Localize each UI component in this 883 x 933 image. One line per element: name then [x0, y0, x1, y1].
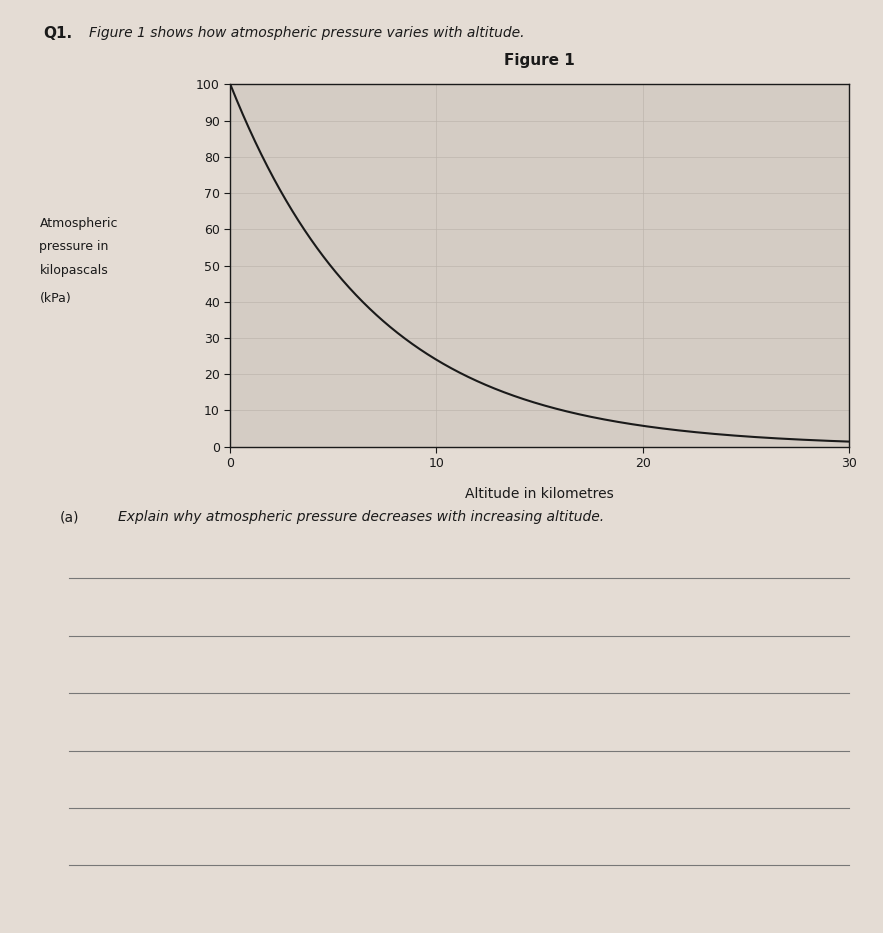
Text: Figure 1 shows how atmospheric pressure varies with altitude.: Figure 1 shows how atmospheric pressure …: [89, 26, 525, 40]
Text: (a): (a): [60, 510, 79, 524]
Text: Altitude in kilometres: Altitude in kilometres: [465, 486, 614, 500]
Text: (kPa): (kPa): [40, 292, 72, 305]
Text: Figure 1: Figure 1: [504, 53, 575, 68]
Text: Explain why atmospheric pressure decreases with increasing altitude.: Explain why atmospheric pressure decreas…: [118, 510, 605, 524]
Text: kilopascals: kilopascals: [40, 264, 109, 277]
Text: Q1.: Q1.: [43, 26, 72, 41]
Text: Atmospheric: Atmospheric: [40, 216, 118, 230]
Text: pressure in: pressure in: [40, 240, 109, 253]
